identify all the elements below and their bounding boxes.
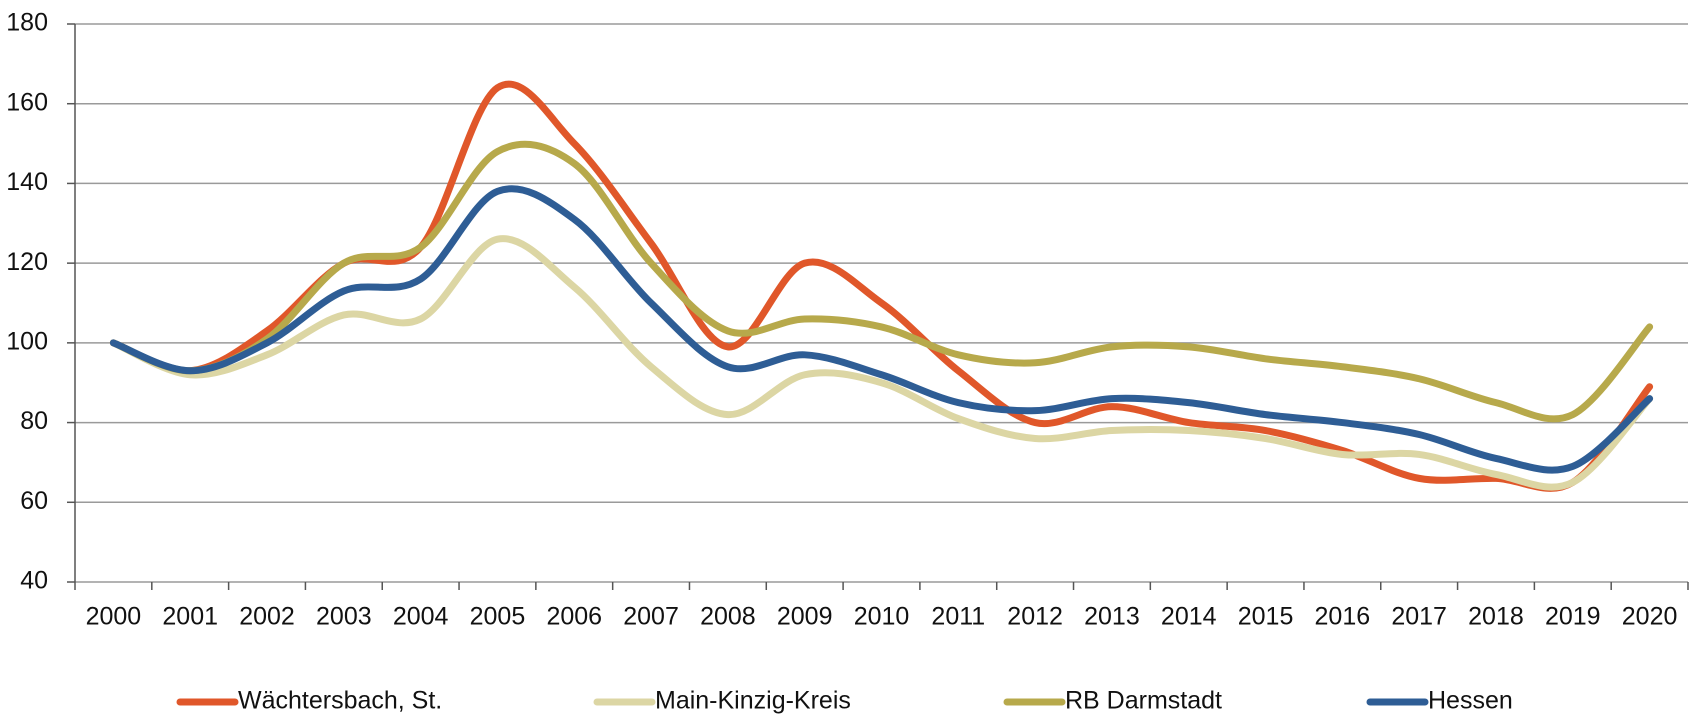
legend-label: RB Darmstadt <box>1065 687 1222 715</box>
x-tick-label: 2004 <box>393 603 449 631</box>
x-tick-label: 2009 <box>777 603 833 631</box>
x-tick-label: 2003 <box>316 603 372 631</box>
series-line <box>109 235 1654 491</box>
x-tick-label: 2002 <box>239 603 295 631</box>
x-tick-label: 2011 <box>931 603 985 631</box>
y-tick-label: 180 <box>6 9 48 37</box>
y-tick-label: 80 <box>20 407 48 435</box>
x-tick-label: 2007 <box>623 603 679 631</box>
x-tick-label: 2018 <box>1468 603 1524 631</box>
series-line <box>109 140 1654 423</box>
y-tick-label: 40 <box>20 567 48 595</box>
x-tick-label: 2013 <box>1084 603 1140 631</box>
x-tick-label: 2001 <box>162 603 218 631</box>
y-tick-label: 140 <box>6 168 48 196</box>
x-tick-label: 2015 <box>1238 603 1294 631</box>
x-tick-label: 2008 <box>700 603 756 631</box>
series-line <box>109 185 1654 474</box>
y-tick-label: 60 <box>20 487 48 515</box>
y-tick-label: 120 <box>6 248 48 276</box>
x-tick-label: 2006 <box>546 603 602 631</box>
x-tick-label: 2020 <box>1622 603 1678 631</box>
x-tick-label: 2010 <box>854 603 910 631</box>
y-tick-label: 160 <box>6 88 48 116</box>
y-tick-label: 100 <box>6 327 48 355</box>
x-tick-label: 2014 <box>1161 603 1217 631</box>
x-tick-label: 2019 <box>1545 603 1601 631</box>
legend-label: Hessen <box>1428 687 1513 715</box>
x-tick-label: 2012 <box>1007 603 1063 631</box>
x-tick-label: 2005 <box>470 603 526 631</box>
legend-label: Wächtersbach, St. <box>238 687 442 715</box>
x-tick-label: 2000 <box>86 603 142 631</box>
series-line <box>109 80 1654 492</box>
legend-label: Main-Kinzig-Kreis <box>655 687 851 715</box>
x-tick-label: 2017 <box>1391 603 1447 631</box>
x-tick-label: 2016 <box>1315 603 1371 631</box>
